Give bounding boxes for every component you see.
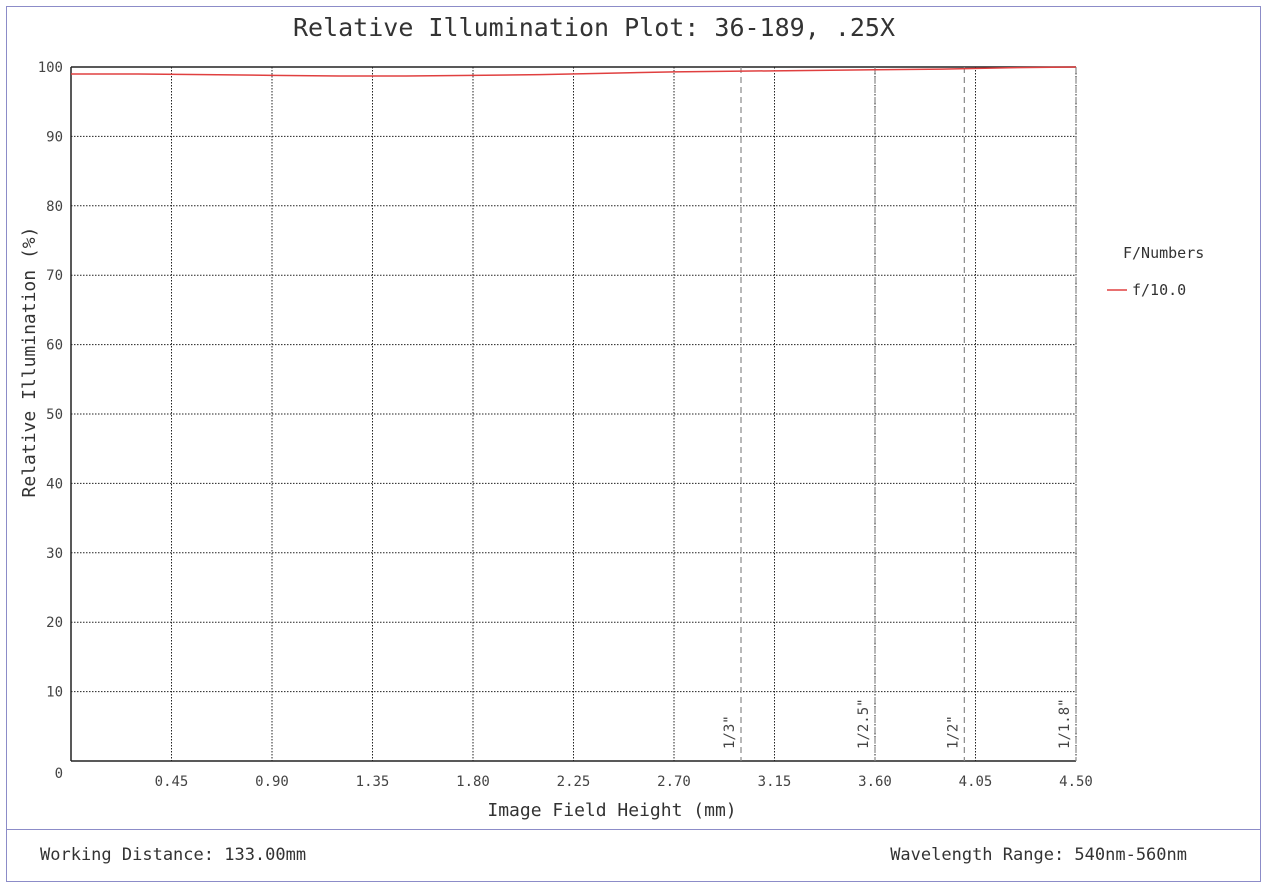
x-tick-label: 3.15 xyxy=(758,774,792,790)
y-axis-label: Relative Illumination (%) xyxy=(19,227,40,498)
x-axis-label: Image Field Height (mm) xyxy=(487,800,736,821)
y-tick-label: 10 xyxy=(46,685,63,701)
y-tick-label: 80 xyxy=(46,199,63,215)
chart-title: Relative Illumination Plot: 36-189, .25X xyxy=(293,13,895,42)
y-tick-label: 70 xyxy=(46,268,63,284)
y-tick-label: 100 xyxy=(38,60,63,76)
sensor-marker-label: 1/2.5" xyxy=(856,698,872,749)
sensor-marker-label: 1/2" xyxy=(945,715,961,749)
sensor-marker-label: 1/3" xyxy=(722,715,738,749)
working-distance: Working Distance: 133.00mm xyxy=(40,845,307,865)
legend-title: F/Numbers xyxy=(1123,244,1204,262)
legend: F/Numbers f/10.0 xyxy=(1107,244,1204,299)
x-tick-label: 2.25 xyxy=(557,774,591,790)
x-tick-label: 3.60 xyxy=(858,774,892,790)
sensor-marker-label: 1/1.8" xyxy=(1057,698,1073,749)
y-tick-label: 30 xyxy=(46,546,63,562)
y-tick-label: 0 xyxy=(55,766,63,782)
sensor-markers: 1/3" 1/2.5" 1/2" 1/1.8" xyxy=(722,67,1077,761)
y-tick-label: 40 xyxy=(46,476,63,492)
x-tick-label: 0.90 xyxy=(255,774,289,790)
chart-frame xyxy=(6,6,1261,882)
x-tick-label: 1.80 xyxy=(456,774,490,790)
x-tick-label: 1.35 xyxy=(356,774,390,790)
x-tick-label: 4.50 xyxy=(1059,774,1093,790)
wavelength-range: Wavelength Range: 540nm-560nm xyxy=(890,845,1187,865)
legend-label: f/10.0 xyxy=(1132,281,1186,299)
y-tick-label: 20 xyxy=(46,615,63,631)
x-tick-label: 0.45 xyxy=(155,774,189,790)
x-tick-label: 2.70 xyxy=(657,774,691,790)
footer-divider xyxy=(6,829,1261,830)
y-tick-label: 90 xyxy=(46,129,63,145)
y-tick-label: 60 xyxy=(46,338,63,354)
tick-labels: 0.45 0.90 1.35 1.80 2.25 2.70 3.15 3.60 4.05 4.50… xyxy=(38,60,1093,790)
grid-layer xyxy=(70,66,1077,762)
y-tick-label: 50 xyxy=(46,407,63,423)
series-line xyxy=(71,66,1077,77)
series-layer xyxy=(71,66,1077,77)
x-tick-label: 4.05 xyxy=(959,774,993,790)
